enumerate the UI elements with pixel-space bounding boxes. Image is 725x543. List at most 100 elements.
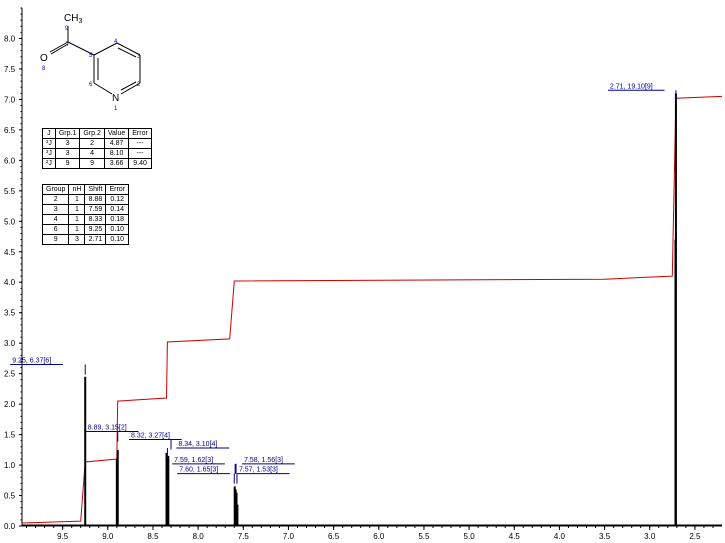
- y-tick-label: 7.0: [4, 95, 16, 104]
- table-cell: 8.10: [103, 148, 130, 159]
- table-cell: 4: [41, 214, 70, 225]
- table-row: 4 1 8.33 0.18: [41, 214, 129, 225]
- table-cell: ---: [128, 148, 152, 159]
- atom-number: 5: [89, 53, 93, 59]
- table-cell: 4.87: [103, 138, 130, 149]
- table-cell: 9.25: [84, 224, 107, 235]
- table-cell: 9: [41, 234, 70, 245]
- column-header: Error: [128, 128, 152, 139]
- y-tick-label: 4.5: [4, 248, 16, 257]
- peak-label: 7.57, 1.53[3]: [239, 467, 278, 474]
- peak-label: 7.58, 1.56[3]: [244, 457, 283, 464]
- y-tick-label: 2.5: [4, 370, 16, 379]
- y-tick-label: 6.5: [4, 126, 16, 135]
- x-tick-label: 5.0: [464, 532, 476, 541]
- table-row: 6 1 9.25 0.10: [41, 224, 129, 235]
- peak-label: 7.60, 1.65[3]: [179, 467, 218, 474]
- peak-label: 7.59, 1.62[3]: [174, 457, 213, 464]
- atom-number: 7: [66, 42, 70, 48]
- table-cell: 1: [68, 204, 86, 215]
- y-tick-label: 0.5: [4, 492, 16, 501]
- x-tick-label: 5.5: [418, 532, 430, 541]
- table-cell: 3: [68, 234, 86, 245]
- table-cell: 0.10: [105, 224, 129, 235]
- table-cell: 4: [79, 148, 105, 159]
- x-tick-label: 8.5: [147, 532, 159, 541]
- table-cell: 0.12: [105, 194, 129, 205]
- y-tick-label: 2.0: [4, 400, 16, 409]
- x-tick-label: 4.5: [509, 532, 521, 541]
- y-tick-label: 1.0: [4, 461, 16, 470]
- x-tick-label: 9.5: [57, 532, 69, 541]
- chemical-shift-table: Group nH Shift Error 2 1 8.88 0.12 3 1 7.59 0.14 4 1…: [41, 184, 129, 245]
- chart-axes: 0.0 0.5 1.0 1.5 2.0 2.5 3.0 3.5 4.0 4.5 5.0 5.5 6.0 6…: [4, 7, 722, 541]
- table-cell: ³J: [42, 138, 56, 149]
- atom-number: 4: [114, 39, 118, 45]
- table-cell: 1: [68, 194, 86, 205]
- y-tick-label: 5.0: [4, 217, 16, 226]
- table-cell: 3: [54, 148, 81, 159]
- table-row: ³J 3 4 8.10 ---: [42, 148, 152, 159]
- column-header: Group: [41, 184, 70, 195]
- column-header: Shift: [84, 184, 107, 195]
- table-cell: 3: [41, 204, 70, 215]
- table-cell: 0.14: [105, 204, 129, 215]
- column-header: nH: [68, 184, 86, 195]
- table-row: ²J 9 9 3.66 9.40: [42, 158, 152, 169]
- table-header-row: Group nH Shift Error: [41, 184, 129, 195]
- y-tick-label: 0.0: [4, 522, 16, 531]
- atom-oxygen: O: [40, 53, 48, 64]
- x-tick-label: 2.5: [689, 532, 701, 541]
- table-row: ³J 3 2 4.87 ---: [42, 138, 152, 149]
- table-row: 9 3 2.71 0.10: [41, 234, 129, 245]
- table-cell: 2.71: [84, 234, 107, 245]
- x-tick-label: 3.5: [599, 532, 611, 541]
- table-cell: 1: [68, 214, 86, 225]
- y-tick-label: 8.0: [4, 34, 16, 43]
- x-tick-label: 6.5: [328, 532, 340, 541]
- x-tick-label: 4.0: [554, 532, 566, 541]
- peak-label: 2.71, 19.10[9]: [610, 83, 653, 90]
- y-tick-label: 3.5: [4, 309, 16, 318]
- column-header: Grp.2: [79, 128, 105, 139]
- x-tick-label: 7.5: [238, 532, 250, 541]
- column-header: Value: [103, 128, 130, 139]
- table-cell: 8.33: [84, 214, 107, 225]
- atom-nitrogen: N: [112, 93, 119, 104]
- table-cell: 0.10: [105, 234, 129, 245]
- atom-ch3: CH3: [64, 13, 82, 25]
- table-cell: 8.88: [84, 194, 107, 205]
- table-cell: 3.66: [103, 158, 130, 169]
- table-cell: 3: [54, 138, 81, 149]
- table-row: 2 1 8.88 0.12: [41, 194, 129, 205]
- column-header: Error: [105, 184, 129, 195]
- table-row: 3 1 7.59 0.14: [41, 204, 129, 215]
- y-tick-label: 6.0: [4, 156, 16, 165]
- table-cell: 9: [79, 158, 105, 169]
- table-cell: 2: [41, 194, 70, 205]
- molecule-structure: CH3 O N 9 7 8 5 4 3 2 6 1: [40, 13, 141, 112]
- table-header-row: J Grp.1 Grp.2 Value Error: [42, 128, 152, 139]
- coupling-constant-table: J Grp.1 Grp.2 Value Error ³J 3 2 4.87 --- ³J 3 4 8.1…: [42, 128, 152, 169]
- atom-number: 2: [137, 82, 141, 88]
- x-tick-label: 7.0: [283, 532, 295, 541]
- peak-label: 8.32, 3.27[4]: [131, 432, 170, 439]
- table-cell: ³J: [42, 148, 56, 159]
- atom-number: 3: [137, 54, 141, 60]
- x-tick-label: 6.0: [373, 532, 385, 541]
- column-header: J: [42, 128, 56, 139]
- y-tick-label: 1.5: [4, 431, 16, 440]
- x-tick-label: 9.0: [102, 532, 114, 541]
- x-tick-label: 3.0: [644, 532, 656, 541]
- table-cell: 7.59: [84, 204, 107, 215]
- table-cell: ²J: [42, 158, 56, 169]
- y-tick-label: 4.0: [4, 278, 16, 287]
- table-cell: 9.40: [128, 158, 152, 169]
- y-tick-label: 5.5: [4, 187, 16, 196]
- table-cell: 0.18: [105, 214, 129, 225]
- atom-number: 6: [89, 82, 93, 88]
- peak-label: 8.89, 3.15[2]: [88, 425, 127, 432]
- table-cell: 2: [79, 138, 105, 149]
- column-header: Grp.1: [54, 128, 81, 139]
